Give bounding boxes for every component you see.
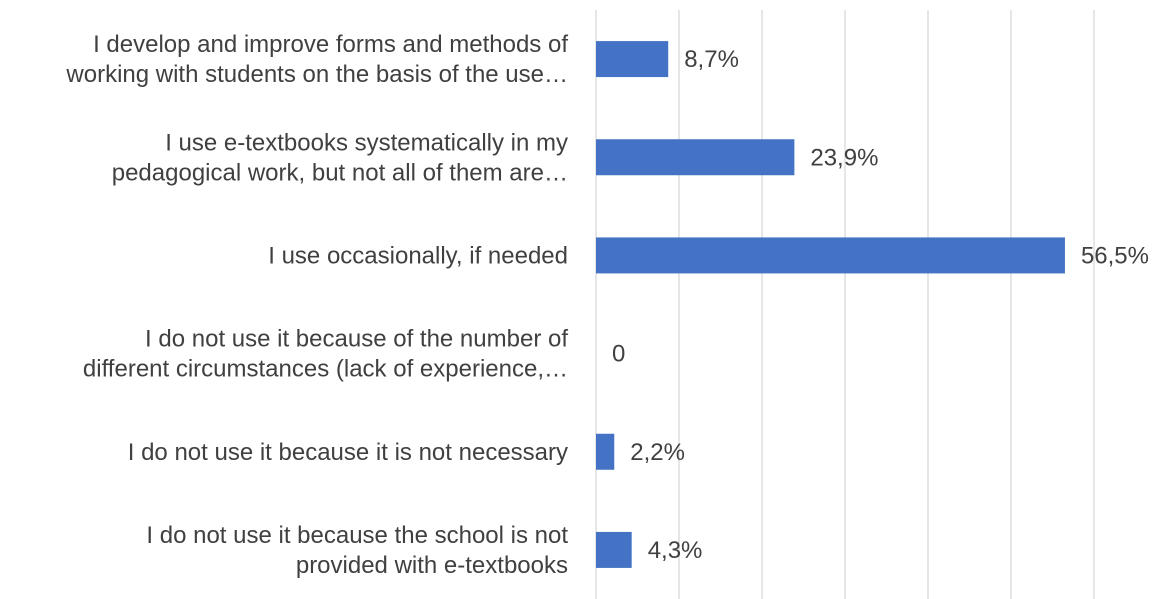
data-label: 23,9%	[810, 144, 878, 171]
data-label: 0	[612, 341, 625, 368]
bar	[596, 41, 669, 78]
category-label: I do not use it because the school is no…	[146, 522, 568, 579]
bar	[596, 531, 632, 568]
category-label: I use e-textbooks systematically in my pe…	[112, 129, 568, 186]
data-labels: 8,7% 23,9% 56,5% 0 2,2% 4,3%	[612, 46, 1149, 564]
data-label: 56,5%	[1081, 242, 1149, 269]
category-label-line: pedagogical work, but not all of them ar…	[112, 159, 568, 186]
category-label: I develop and improve forms and methods …	[65, 31, 568, 88]
category-label-line: working with students on the basis of th…	[65, 61, 568, 88]
category-label: I do not use it because of the number of…	[83, 326, 568, 383]
data-label: 2,2%	[630, 439, 685, 466]
category-label: I do not use it because it is not necess…	[128, 439, 568, 466]
gridlines	[595, 10, 1095, 599]
data-label: 8,7%	[684, 46, 739, 73]
category-label-line: I develop and improve forms and methods …	[93, 31, 568, 58]
category-label-line: I use occasionally, if needed	[268, 242, 568, 269]
data-label: 4,3%	[648, 537, 703, 564]
bar	[596, 433, 615, 470]
category-label: I use occasionally, if needed	[268, 242, 568, 269]
category-labels: I develop and improve forms and methods …	[65, 31, 568, 579]
category-label-line: different circumstances (lack of experie…	[83, 356, 568, 383]
bar	[596, 237, 1065, 274]
category-label-line: provided with e-textbooks	[296, 552, 568, 579]
bars	[596, 41, 1065, 568]
bar	[596, 139, 795, 176]
category-label-line: I do not use it because of the number of	[145, 326, 568, 353]
category-label-line: I use e-textbooks systematically in my	[165, 129, 568, 156]
category-label-line: I do not use it because it is not necess…	[128, 439, 568, 466]
category-label-line: I do not use it because the school is no…	[146, 522, 568, 549]
